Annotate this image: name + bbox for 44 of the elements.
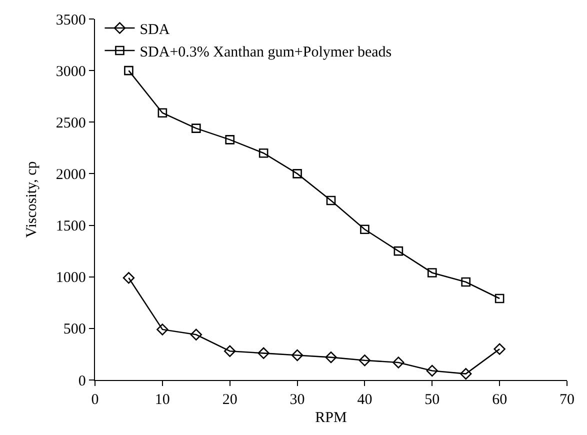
point [190, 328, 202, 340]
y-tick-label: 2500 [56, 115, 86, 132]
point [158, 108, 168, 118]
point [394, 246, 404, 256]
point [325, 351, 337, 364]
point [326, 196, 336, 206]
point [122, 272, 135, 284]
point [292, 169, 302, 178]
x-axis-title: RPM [315, 410, 347, 426]
point [124, 66, 134, 76]
legend-label: SDA [140, 22, 170, 38]
x-tick-label: 50 [424, 392, 440, 408]
y-tick-label: 2000 [56, 166, 86, 183]
point [191, 124, 201, 133]
x-tick-label: 30 [290, 392, 305, 408]
y-axis-title: Viscosity, cp [24, 161, 40, 238]
point [156, 324, 168, 336]
y-tick-label: 3000 [56, 64, 86, 80]
point [291, 349, 304, 362]
point [427, 268, 437, 278]
x-tick-label: 70 [560, 392, 574, 408]
point [358, 354, 371, 366]
point [258, 347, 270, 360]
point [461, 277, 471, 287]
point [460, 368, 472, 380]
point [225, 135, 235, 144]
point [494, 343, 506, 355]
point [494, 294, 504, 304]
x-tick-label: 40 [357, 392, 372, 408]
point [392, 356, 404, 368]
point [224, 345, 236, 357]
point [258, 148, 268, 158]
y-tick-label: 1000 [56, 270, 86, 286]
point [360, 224, 370, 234]
legend-label: SDA+0.3% Xanthan gum+Polymer beads [140, 44, 392, 60]
x-tick-label: 0 [91, 392, 99, 408]
y-tick-label: 1500 [56, 218, 86, 235]
y-tick-label: 0 [78, 373, 86, 390]
x-tick-label: 60 [492, 392, 508, 408]
y-tick-label: 3500 [56, 12, 86, 28]
point [426, 364, 438, 377]
y-tick-label: 500 [63, 322, 86, 338]
x-tick-label: 10 [154, 392, 170, 408]
x-tick-label: 20 [222, 392, 238, 408]
